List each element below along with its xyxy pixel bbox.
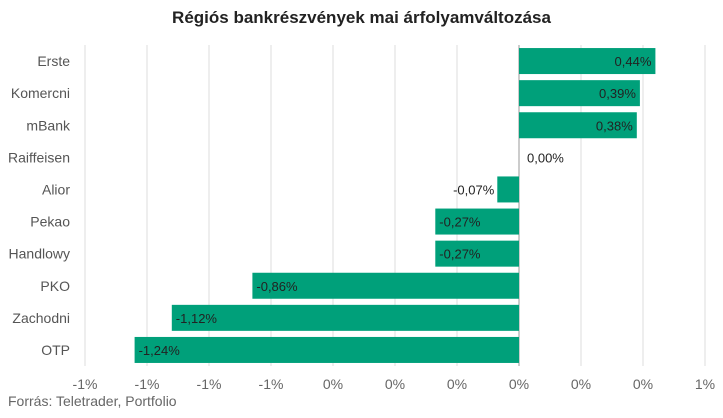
data-label: -0,86% — [256, 279, 298, 294]
bar — [519, 112, 637, 139]
category-label: PKO — [40, 278, 70, 294]
category-label: Erste — [37, 53, 70, 69]
x-tick-label: 0% — [323, 376, 343, 392]
category-label: Handlowy — [9, 246, 70, 262]
x-tick-label: 1% — [695, 376, 715, 392]
x-tick-label: -1% — [259, 376, 284, 392]
bar — [519, 48, 656, 75]
category-label: Komercni — [11, 85, 70, 101]
x-tick-label: -1% — [135, 376, 160, 392]
category-label: mBank — [26, 117, 71, 133]
x-tick-label: 0% — [633, 376, 653, 392]
data-label: -0,27% — [439, 215, 481, 230]
bar — [171, 304, 520, 331]
data-label: -0,07% — [453, 182, 495, 197]
data-label: 0,39% — [599, 86, 636, 101]
data-label: 0,00% — [527, 150, 564, 165]
x-tick-label: 0% — [571, 376, 591, 392]
category-label: Pekao — [30, 214, 70, 230]
category-label: Alior — [42, 181, 70, 197]
data-label: 0,44% — [615, 54, 652, 69]
x-tick-label: 0% — [385, 376, 405, 392]
bar — [497, 176, 519, 203]
x-tick-label: -1% — [73, 376, 98, 392]
x-tick-label: 0% — [509, 376, 529, 392]
source-note: Forrás: Teletrader, Portfolio — [8, 393, 177, 409]
bar — [134, 336, 519, 363]
chart-title: Régiós bankrészvények mai árfolyamváltoz… — [172, 8, 551, 27]
data-label: -0,27% — [439, 247, 481, 262]
bar — [252, 272, 519, 299]
bar — [435, 208, 519, 235]
data-label: 0,38% — [596, 118, 633, 133]
x-tick-label: 0% — [447, 376, 467, 392]
data-label: -1,12% — [176, 311, 218, 326]
category-label: OTP — [41, 342, 70, 358]
category-label: Raiffeisen — [8, 149, 70, 165]
bar — [435, 240, 519, 267]
data-label: -1,24% — [139, 343, 181, 358]
category-label: Zachodni — [12, 310, 70, 326]
x-tick-label: -1% — [197, 376, 222, 392]
bar — [519, 80, 640, 107]
